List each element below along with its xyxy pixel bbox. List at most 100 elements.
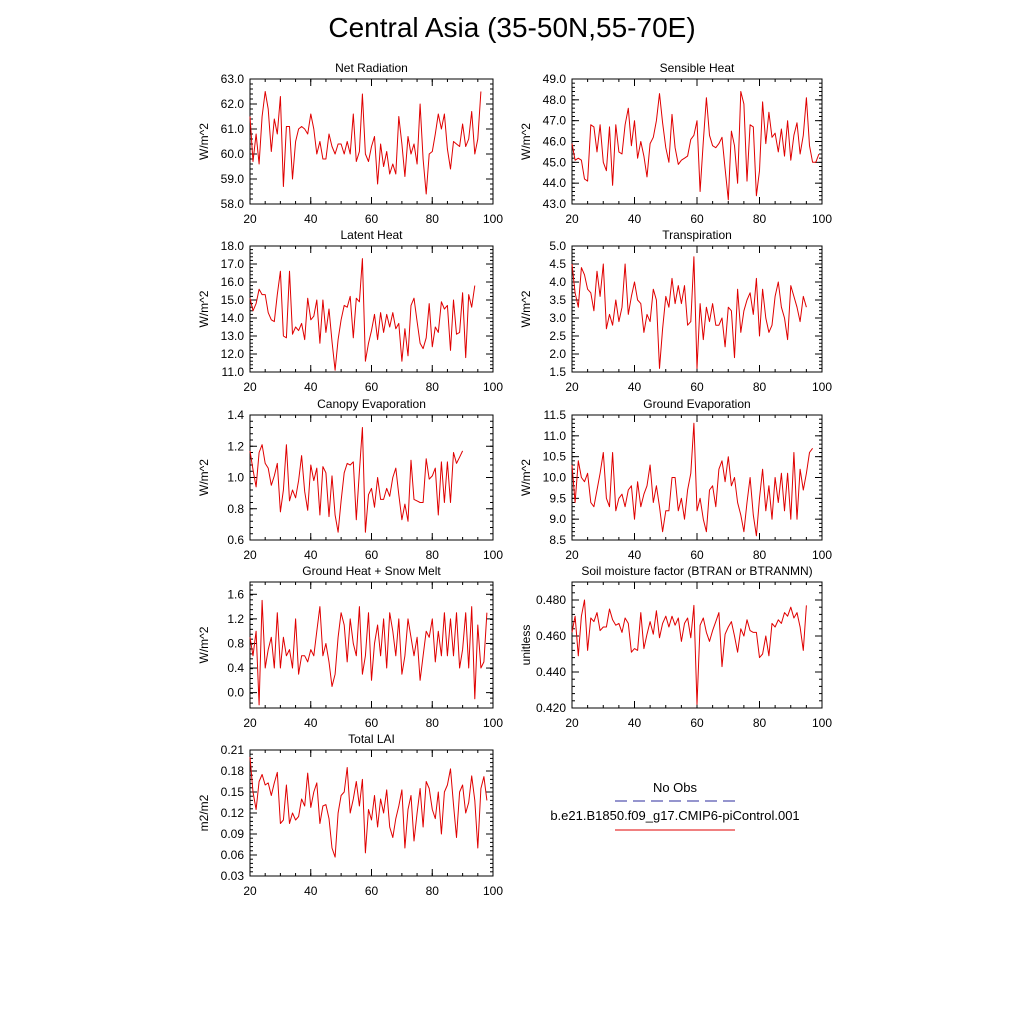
plot-frame bbox=[249, 78, 494, 205]
y-tick-label: 49.0 bbox=[543, 72, 567, 86]
y-axis-label: W/m^2 bbox=[519, 123, 533, 160]
panel-ground-evaporation: Ground Evaporation W/m^2 8.5 9.0 9.5 10.0 10.5… bbox=[519, 397, 832, 562]
plot-frame bbox=[249, 414, 494, 541]
panel-title: Canopy Evaporation bbox=[317, 397, 426, 411]
y-tick-label: 11.5 bbox=[544, 408, 567, 422]
x-tick-label: 40 bbox=[304, 212, 318, 226]
x-tick-label: 80 bbox=[426, 212, 440, 226]
series-line-total-lai bbox=[249, 756, 488, 858]
y-tick-label: 15.0 bbox=[221, 293, 245, 307]
x-tick-label: 20 bbox=[243, 884, 257, 898]
panel-title: Total LAI bbox=[348, 732, 395, 746]
y-axis-label: W/m^2 bbox=[519, 459, 533, 496]
series-line-transpiration bbox=[571, 256, 807, 369]
x-tick-label: 20 bbox=[243, 548, 257, 562]
y-tick-label: 0.21 bbox=[221, 743, 245, 757]
panel-title: Latent Heat bbox=[340, 228, 403, 242]
x-tick-label: 20 bbox=[565, 716, 579, 730]
x-tick-label: 100 bbox=[812, 212, 832, 226]
y-tick-label: 1.2 bbox=[227, 612, 244, 626]
y-tick-label: 12.0 bbox=[221, 347, 245, 361]
series-line-ground-evaporation bbox=[571, 422, 814, 537]
y-tick-label: 8.5 bbox=[549, 533, 566, 547]
y-tick-label: 47.0 bbox=[543, 114, 567, 128]
y-tick-label: 3.5 bbox=[549, 293, 566, 307]
y-tick-label: 10.0 bbox=[543, 471, 567, 485]
x-tick-label: 20 bbox=[243, 212, 257, 226]
y-tick-label: 3.0 bbox=[549, 311, 566, 325]
panel-ground-heat-snow-melt: Ground Heat + Snow Melt W/m^2 0.0 0.4 0.8 1.2… bbox=[197, 564, 503, 730]
legend: No Obs b.e21.B1850.f09_g17.CMIP6-piContr… bbox=[550, 780, 800, 831]
panel-transpiration: Transpiration W/m^2 1.5 2.0 2.5 3.0 3.5 4.0 4.5 5… bbox=[519, 228, 832, 394]
panel-net-radiation: Net Radiation W/m^2 58.0 59.0 60.0 61.0 62.0 63… bbox=[197, 61, 503, 226]
x-tick-label: 80 bbox=[426, 380, 440, 394]
y-tick-label: 45.0 bbox=[543, 155, 567, 169]
y-tick-label: 0.460 bbox=[536, 629, 566, 643]
y-tick-label: 11.0 bbox=[222, 365, 245, 379]
y-tick-label: 63.0 bbox=[221, 72, 245, 86]
y-tick-label: 0.6 bbox=[227, 533, 244, 547]
panel-canopy-evaporation: Canopy Evaporation W/m^2 0.6 0.8 1.0 1.2 1.4 20… bbox=[197, 397, 503, 562]
y-tick-label: 1.0 bbox=[227, 471, 244, 485]
panel-title: Net Radiation bbox=[335, 61, 408, 75]
y-tick-label: 9.5 bbox=[549, 491, 566, 505]
page-title: Central Asia (35-50N,55-70E) bbox=[328, 12, 696, 43]
y-tick-label: 4.0 bbox=[549, 275, 566, 289]
y-axis-label: W/m^2 bbox=[197, 290, 211, 327]
y-tick-label: 0.8 bbox=[227, 502, 244, 516]
y-tick-label: 2.0 bbox=[549, 347, 566, 361]
y-tick-label: 58.0 bbox=[221, 197, 245, 211]
x-tick-label: 40 bbox=[628, 212, 642, 226]
x-tick-label: 80 bbox=[753, 380, 767, 394]
y-tick-label: 0.420 bbox=[536, 701, 566, 715]
y-tick-label: 0.8 bbox=[227, 636, 244, 650]
x-tick-label: 20 bbox=[565, 548, 579, 562]
y-tick-label: 61.0 bbox=[221, 122, 245, 136]
x-tick-label: 100 bbox=[483, 548, 503, 562]
panel-title: Soil moisture factor (BTRAN or BTRANMN) bbox=[581, 564, 812, 578]
panels-group: Net Radiation W/m^2 58.0 59.0 60.0 61.0 62.0 63… bbox=[197, 61, 832, 898]
panel-soil-moisture-factor-btran-or-btranmn: Soil moisture factor (BTRAN or BTRANMN) u… bbox=[519, 564, 832, 730]
y-tick-label: 13.0 bbox=[221, 329, 245, 343]
y-tick-label: 0.18 bbox=[221, 764, 245, 778]
y-axis-label: W/m^2 bbox=[519, 290, 533, 327]
y-tick-label: 0.12 bbox=[221, 806, 245, 820]
x-tick-label: 60 bbox=[365, 548, 379, 562]
y-tick-label: 59.0 bbox=[221, 172, 245, 186]
y-axis-label: W/m^2 bbox=[197, 626, 211, 663]
x-tick-label: 40 bbox=[304, 716, 318, 730]
y-tick-label: 1.6 bbox=[227, 587, 244, 601]
x-tick-label: 40 bbox=[304, 884, 318, 898]
x-tick-label: 60 bbox=[365, 212, 379, 226]
y-axis-label: unitless bbox=[519, 625, 533, 666]
y-tick-label: 0.0 bbox=[227, 686, 244, 700]
x-tick-label: 100 bbox=[483, 716, 503, 730]
series-line-sensible-heat bbox=[571, 91, 820, 201]
series-line-ground-heat-snow-melt bbox=[249, 599, 488, 706]
y-tick-label: 43.0 bbox=[543, 197, 567, 211]
y-tick-label: 10.5 bbox=[543, 450, 567, 464]
y-tick-label: 0.4 bbox=[227, 661, 244, 675]
plot-frame bbox=[249, 749, 494, 877]
y-tick-label: 0.480 bbox=[536, 593, 566, 607]
y-tick-label: 9.0 bbox=[549, 512, 566, 526]
x-tick-label: 100 bbox=[483, 380, 503, 394]
y-tick-label: 62.0 bbox=[221, 97, 245, 111]
y-tick-label: 1.4 bbox=[227, 408, 244, 422]
y-tick-label: 16.0 bbox=[221, 275, 245, 289]
y-axis-label: m2/m2 bbox=[197, 794, 211, 831]
x-tick-label: 60 bbox=[365, 884, 379, 898]
y-tick-label: 0.440 bbox=[536, 665, 566, 679]
x-tick-label: 80 bbox=[753, 212, 767, 226]
x-tick-label: 60 bbox=[690, 380, 704, 394]
plot-frame bbox=[571, 78, 823, 205]
panel-title: Ground Heat + Snow Melt bbox=[302, 564, 441, 578]
plot-frame bbox=[249, 245, 494, 373]
y-axis-label: W/m^2 bbox=[197, 123, 211, 160]
series-line-soil-moisture-factor-btran-or-btranmn bbox=[571, 599, 807, 705]
x-tick-label: 40 bbox=[628, 548, 642, 562]
series-line-net-radiation bbox=[249, 91, 482, 195]
x-tick-label: 60 bbox=[365, 716, 379, 730]
y-tick-label: 4.5 bbox=[549, 257, 566, 271]
series-line-canopy-evaporation bbox=[249, 427, 464, 533]
